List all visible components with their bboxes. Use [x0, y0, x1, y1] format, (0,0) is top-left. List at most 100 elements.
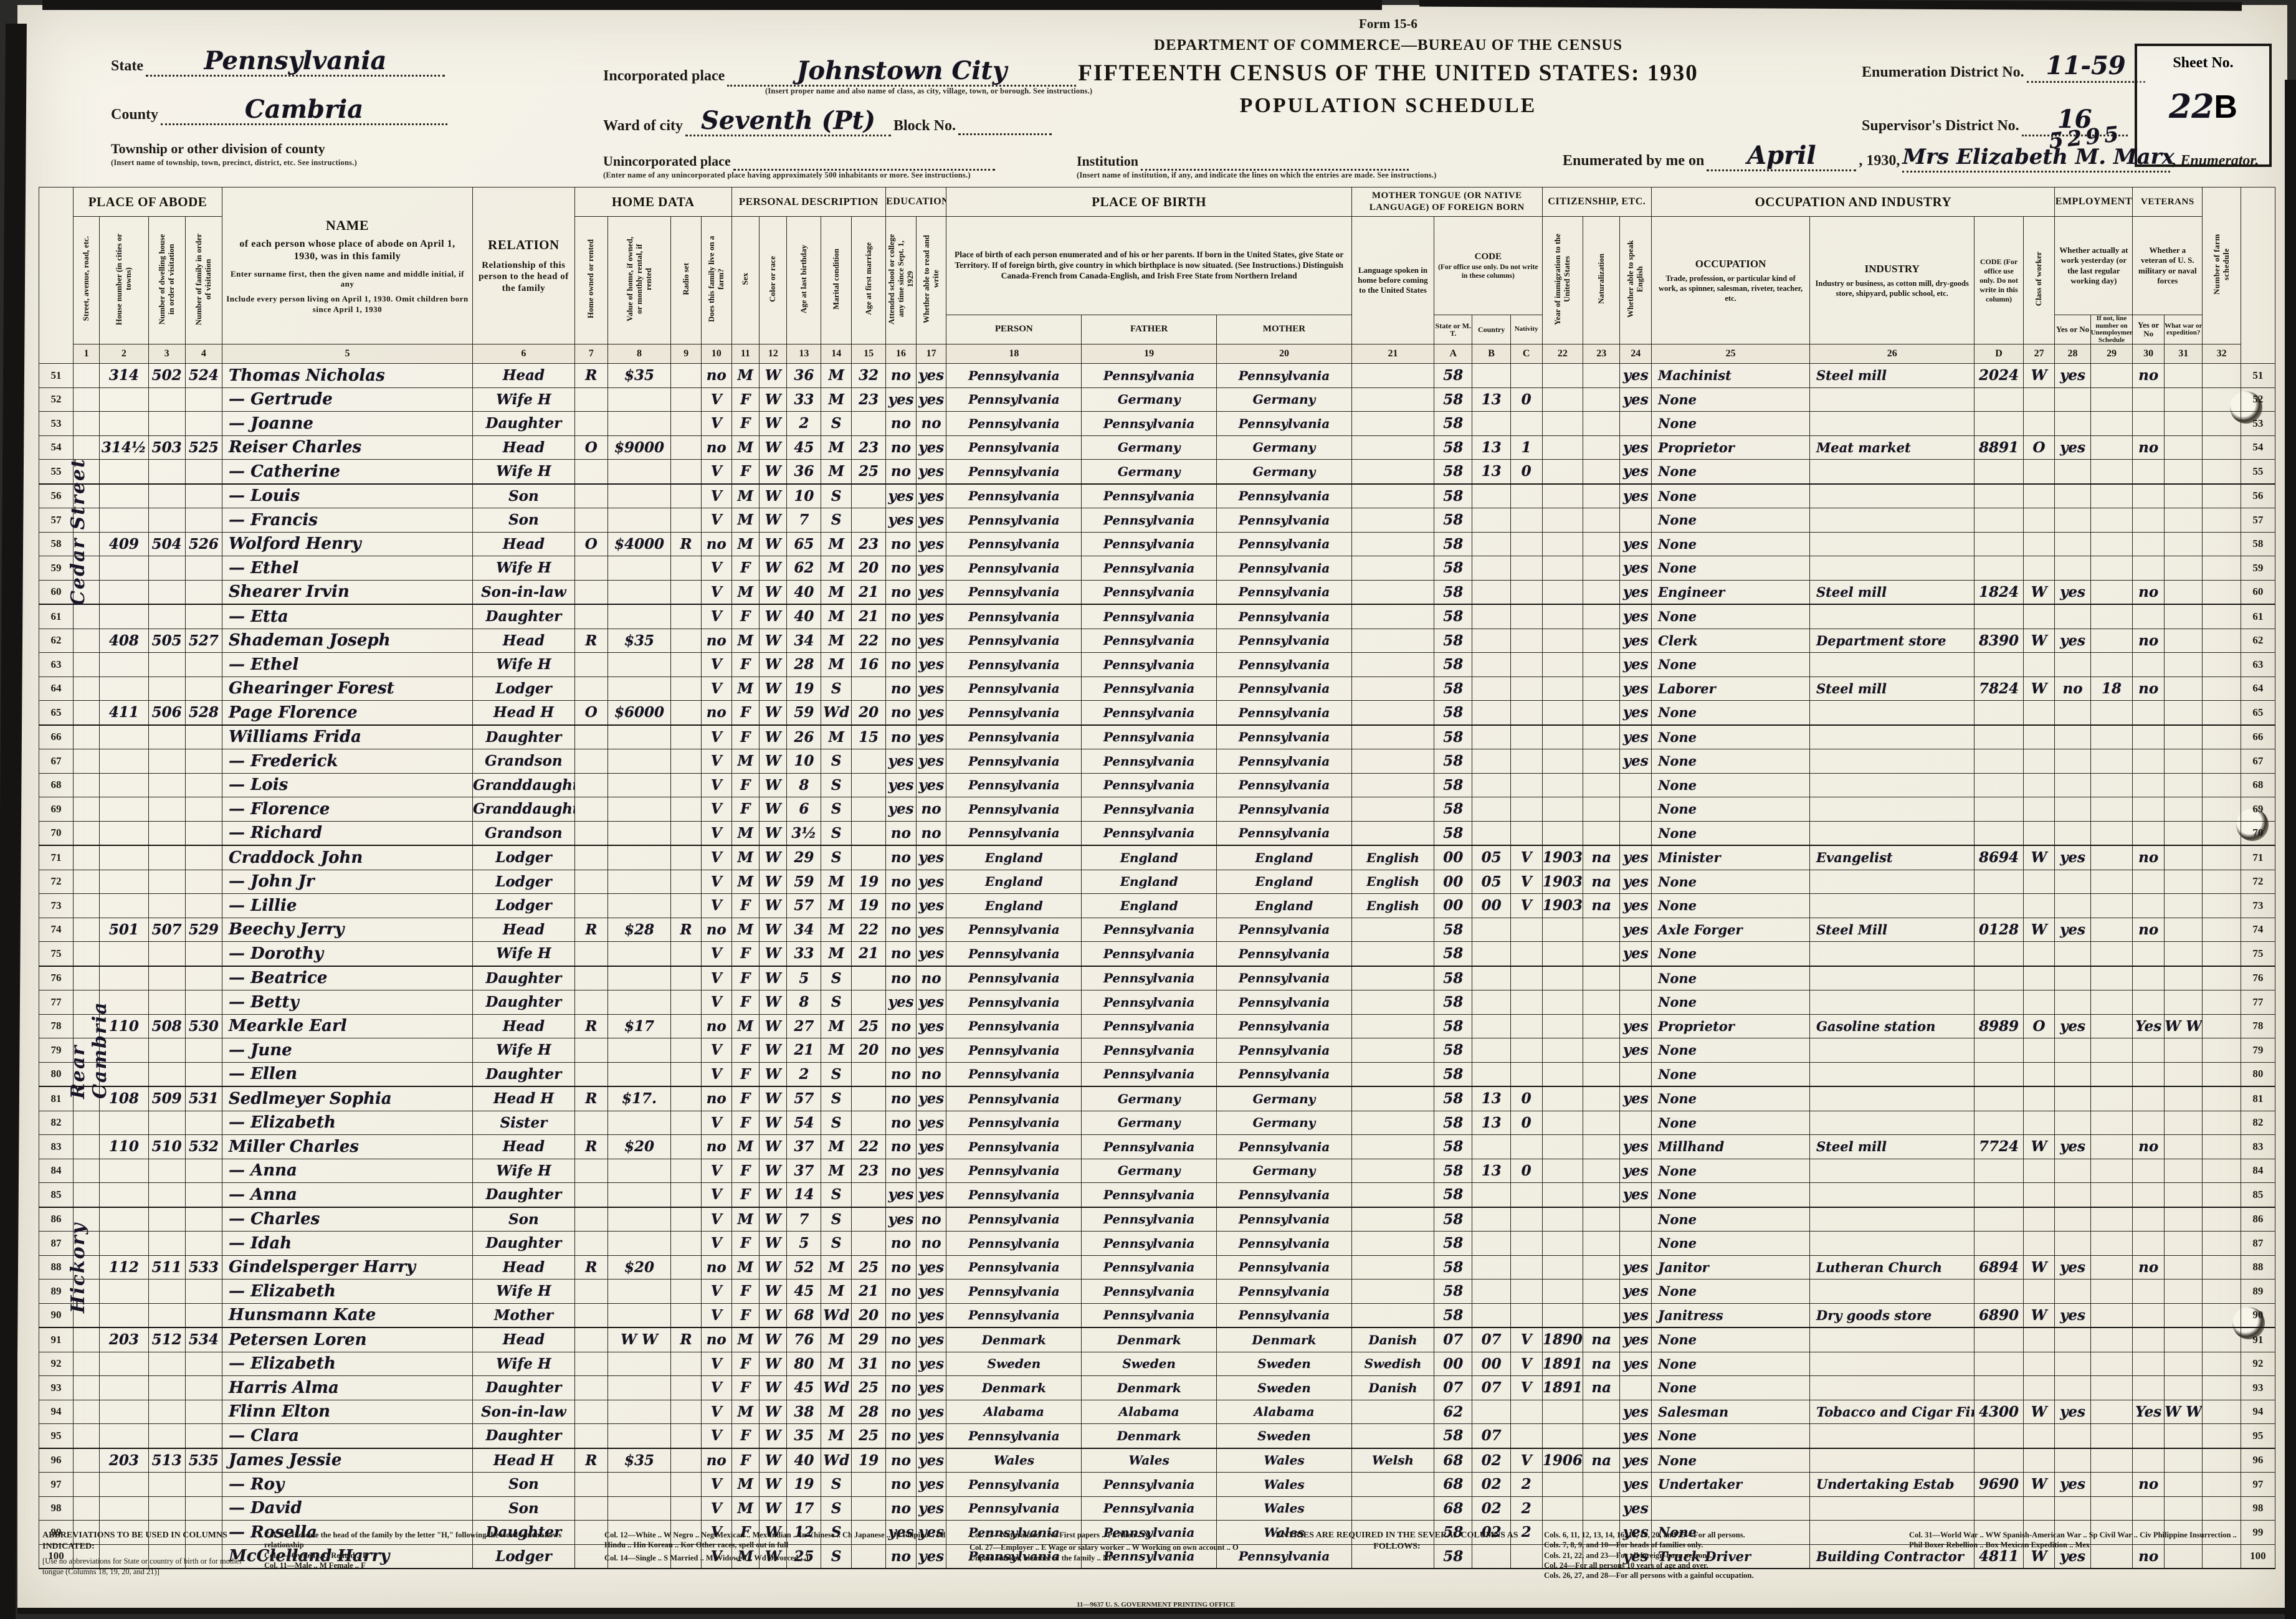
- cell-marital: S: [821, 1207, 852, 1232]
- cell-owned: [574, 1496, 608, 1521]
- scan-edge-top: [42, 0, 1382, 10]
- cell-ln2: 88: [2240, 1255, 2276, 1280]
- cell-english: yes: [1619, 1496, 1652, 1521]
- cell-tongue: [1351, 676, 1435, 701]
- cell-school: no: [885, 411, 917, 436]
- cell-at_work: yes: [2054, 435, 2091, 460]
- cell-industry: [1809, 1520, 1975, 1545]
- cell-age_marriage: 25: [851, 1375, 887, 1400]
- cell-age: 2: [786, 1061, 822, 1088]
- cell-unemp_line: [2090, 556, 2133, 581]
- cell-sex: M: [731, 1327, 760, 1352]
- occupation-title: OCCUPATION: [1695, 258, 1766, 270]
- cell-farm_sched: [2202, 749, 2241, 774]
- cell-value: $20: [607, 1255, 672, 1280]
- cell-war: [2164, 1448, 2203, 1473]
- cell-worker_class: [2022, 700, 2055, 726]
- cell-code_d: 6890: [1974, 1303, 2024, 1329]
- cell-birth_person: Pennsylvania: [946, 797, 1082, 822]
- cell-birth_mother: Pennsylvania: [1216, 1038, 1352, 1063]
- cell-naturalization: [1583, 1061, 1621, 1088]
- cell-read_write: yes: [915, 483, 947, 509]
- cell-war: [2164, 1255, 2203, 1280]
- cell-marital: M: [821, 1399, 852, 1425]
- cell-birth_mother: Pennsylvania: [1216, 411, 1352, 436]
- cell-code_a: 58: [1434, 1279, 1473, 1304]
- cell-owned: [574, 869, 608, 895]
- cell-war: [2164, 1327, 2203, 1352]
- cell-house: 110: [99, 1134, 149, 1159]
- cell-age_marriage: 21: [851, 604, 887, 629]
- cell-veteran: [2132, 411, 2165, 436]
- cell-owned: [574, 990, 608, 1015]
- cell-relation: Son: [472, 1207, 575, 1232]
- cell-house: [99, 556, 149, 581]
- cell-occupation: None: [1651, 797, 1810, 822]
- cell-family: [184, 387, 223, 412]
- cell-ln: 69: [39, 797, 74, 822]
- cell-immigration: [1541, 363, 1584, 388]
- cell-english: yes: [1619, 1086, 1652, 1111]
- cell-unemp_line: [2090, 1134, 2133, 1159]
- cell-industry: [1809, 820, 1975, 847]
- cell-occupation: None: [1651, 1158, 1810, 1184]
- cell-veteran: no: [2132, 1544, 2165, 1570]
- cell-ln2: 95: [2240, 1423, 2276, 1449]
- cell-immigration: [1541, 1496, 1584, 1521]
- cell-unemp_line: [2090, 1375, 2133, 1400]
- cell-war: [2164, 1207, 2203, 1232]
- form-titles: Form 15-6 DEPARTMENT OF COMMERCE—BUREAU …: [1046, 16, 1731, 118]
- cell-school: no: [885, 893, 917, 918]
- cell-tongue: [1351, 1158, 1435, 1184]
- cell-owned: [574, 1351, 608, 1377]
- cell-house: [99, 966, 149, 991]
- cell-radio: [670, 700, 702, 726]
- cell-war: [2164, 966, 2203, 991]
- column-number: 24: [1619, 344, 1652, 364]
- cell-code_a: 58: [1434, 1520, 1473, 1545]
- cell-school: no: [885, 628, 917, 653]
- cell-value: [607, 1231, 672, 1256]
- cell-race: W: [758, 411, 788, 436]
- cell-street: [72, 508, 100, 533]
- incorporated-note: (Insert proper name and also name of cla…: [765, 87, 1093, 95]
- cell-house: [99, 652, 149, 677]
- cell-radio: [670, 1448, 702, 1473]
- cell-worker_class: [2022, 652, 2055, 677]
- cell-relation: Daughter: [472, 411, 575, 436]
- cell-ln2: 82: [2240, 1110, 2276, 1136]
- cell-marital: S: [821, 845, 852, 870]
- cell-immigration: [1541, 1038, 1584, 1063]
- cell-war: [2164, 1182, 2203, 1208]
- cell-at_work: [2054, 1207, 2091, 1232]
- cell-war: [2164, 990, 2203, 1015]
- cell-age: 19: [786, 676, 822, 701]
- cell-name: — Richard: [222, 820, 473, 847]
- cell-industry: [1809, 1061, 1975, 1088]
- state-value: Pennsylvania: [204, 46, 387, 75]
- cell-owned: O: [574, 700, 608, 726]
- cell-house: 112: [99, 1255, 149, 1280]
- cell-farm: V: [700, 483, 732, 509]
- entries-required-list: Cols. 6, 11, 12, 13, 14, 16, 18, 19, 20,…: [1544, 1530, 1893, 1580]
- column-number: 5: [222, 344, 473, 364]
- cell-occupation: None: [1651, 893, 1810, 918]
- cell-code_c: V: [1510, 1351, 1543, 1377]
- cell-owned: [574, 1231, 608, 1256]
- cell-read_write: no: [915, 966, 947, 991]
- cell-radio: [670, 363, 702, 388]
- cell-radio: [670, 1472, 702, 1497]
- cell-radio: [670, 724, 702, 750]
- cell-code_b: 02: [1472, 1472, 1511, 1497]
- cell-farm: V: [700, 869, 732, 895]
- cell-code_b: [1472, 1207, 1511, 1232]
- institution-label: Institution: [1077, 153, 1139, 169]
- cell-unemp_line: [2090, 1182, 2133, 1208]
- cell-radio: [670, 966, 702, 991]
- cell-age: 34: [786, 917, 822, 942]
- cell-farm: V: [700, 1544, 732, 1570]
- cell-war: W W: [2164, 1014, 2203, 1039]
- cell-unemp_line: [2090, 1351, 2133, 1377]
- cell-code_a: 58: [1434, 628, 1473, 653]
